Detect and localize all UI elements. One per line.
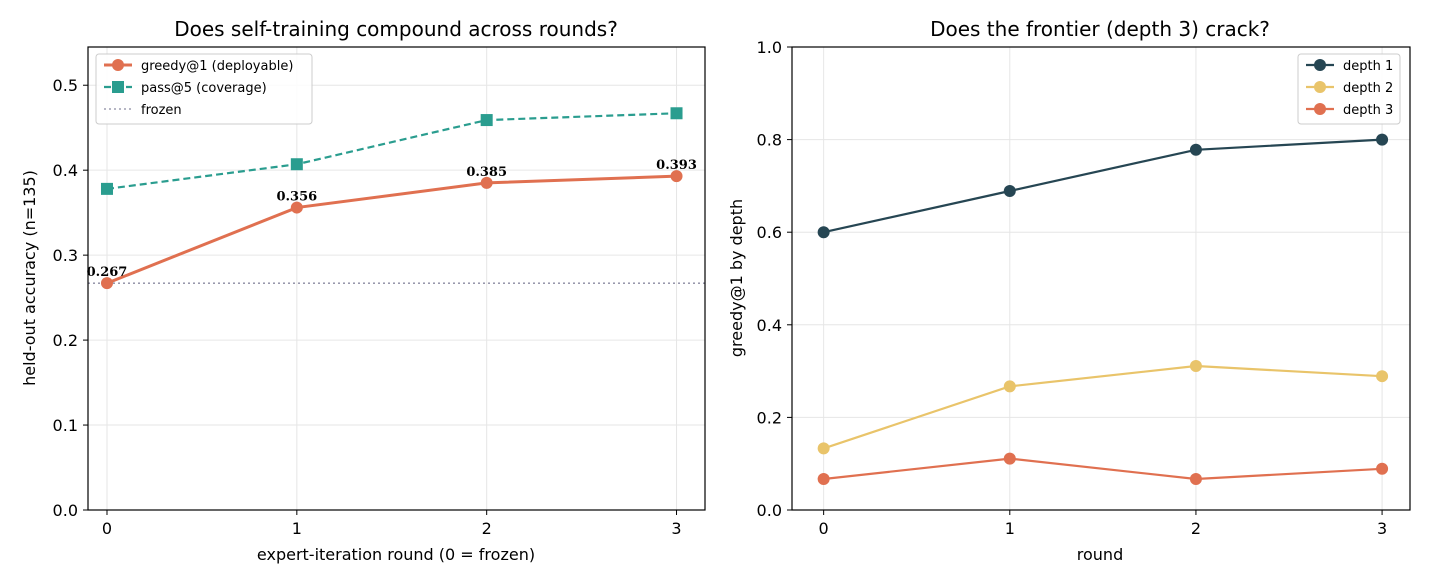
plot-area-frame <box>87 46 706 511</box>
y-tick-label: 0.5 <box>53 76 78 95</box>
x-tick-label: 1 <box>1005 519 1015 538</box>
y-tick-label: 0.3 <box>53 246 78 265</box>
y-tick-label: 0.0 <box>757 501 782 520</box>
legend-label: depth 2 <box>1343 81 1393 96</box>
series-point <box>1376 462 1389 475</box>
y-axis-label: greedy@1 by depth <box>727 199 746 357</box>
legend-marker <box>1314 59 1326 71</box>
x-tick-label: 1 <box>292 519 302 538</box>
chart-self-training: Does self-training compound across round… <box>20 17 706 564</box>
y-tick-label: 0.2 <box>757 408 782 427</box>
series-point <box>1003 452 1016 465</box>
chart-title: Does the frontier (depth 3) crack? <box>930 17 1270 41</box>
x-tick-label: 0 <box>819 519 829 538</box>
y-tick-label: 0.4 <box>53 161 78 180</box>
x-tick-label: 2 <box>482 519 492 538</box>
x-tick-label: 3 <box>1377 519 1387 538</box>
series-point <box>100 277 113 290</box>
series-point <box>670 170 683 183</box>
series-line <box>823 138 1383 234</box>
series-point <box>817 442 830 455</box>
legend: depth 1 depth 2 depth 3 <box>1297 53 1401 125</box>
x-axis-label: expert-iteration round (0 = frozen) <box>257 545 535 564</box>
series-point <box>100 182 113 195</box>
y-tick-label: 0.6 <box>757 223 782 242</box>
series-line <box>823 457 1383 481</box>
legend-marker <box>1314 103 1326 115</box>
legend: greedy@1 (deployable) pass@5 (coverage) fr… <box>95 53 313 125</box>
series-point <box>480 176 493 189</box>
legend-marker <box>1314 81 1326 93</box>
series-point <box>1189 472 1202 485</box>
chart-frontier-depth: Does the frontier (depth 3) crack? round… <box>727 17 1411 564</box>
x-tick-label: 2 <box>1191 519 1201 538</box>
x-tick-label: 0 <box>102 519 112 538</box>
data-label: 0.393 <box>656 158 697 173</box>
series-line <box>106 174 677 285</box>
series-point <box>1189 143 1202 156</box>
y-tick-label: 0.2 <box>53 331 78 350</box>
chart-title: Does self-training compound across round… <box>174 17 618 41</box>
series-point <box>817 472 830 485</box>
data-label: 0.267 <box>87 265 128 280</box>
series-line <box>823 364 1383 450</box>
series-point <box>1189 360 1202 373</box>
series-point <box>1376 133 1389 146</box>
y-tick-label: 0.8 <box>757 131 782 150</box>
series-point <box>1376 370 1389 383</box>
legend-marker <box>112 81 124 93</box>
series-line <box>106 112 677 190</box>
series-point <box>290 201 303 214</box>
legend-label: greedy@1 (deployable) <box>141 59 293 74</box>
y-tick-label: 0.1 <box>53 416 78 435</box>
series-point <box>817 226 830 239</box>
x-axis-label: round <box>1077 545 1123 564</box>
series-point <box>1003 380 1016 393</box>
legend-label: pass@5 (coverage) <box>141 81 267 96</box>
series-point <box>480 114 493 127</box>
series-point <box>1003 184 1016 197</box>
legend-marker <box>112 59 124 71</box>
x-tick-label: 3 <box>671 519 681 538</box>
plot-area-frame <box>791 46 1411 511</box>
legend-label: depth 1 <box>1343 59 1393 74</box>
y-tick-label: 1.0 <box>757 38 782 57</box>
data-label: 0.356 <box>276 190 317 205</box>
y-axis-label: held-out accuracy (n=135) <box>20 170 39 386</box>
legend-label: frozen <box>141 103 182 118</box>
legend-label: depth 3 <box>1343 103 1393 118</box>
data-label: 0.385 <box>466 165 507 180</box>
legend-box <box>95 53 313 125</box>
y-tick-label: 0.0 <box>53 501 78 520</box>
series-point <box>670 107 683 120</box>
y-tick-label: 0.4 <box>757 316 782 335</box>
series-point <box>290 158 303 171</box>
